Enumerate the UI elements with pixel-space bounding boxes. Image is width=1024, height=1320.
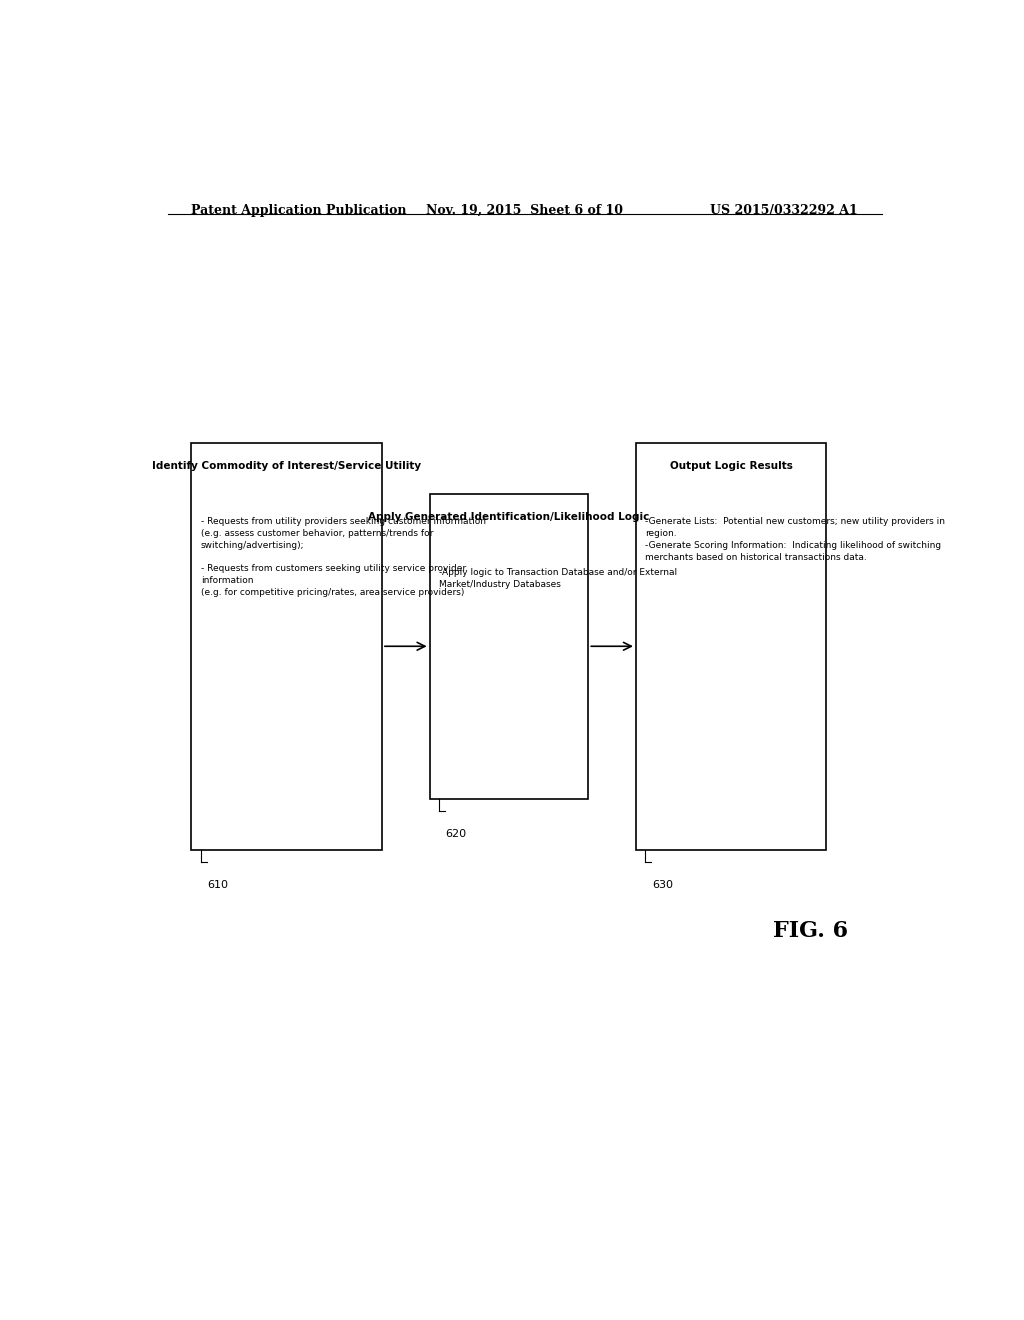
Text: Output Logic Results: Output Logic Results: [670, 461, 793, 471]
Text: -Apply logic to Transaction Database and/or External
Market/Industry Databases: -Apply logic to Transaction Database and…: [439, 568, 677, 589]
Text: - Requests from utility providers seeking customer information
(e.g. assess cust: - Requests from utility providers seekin…: [201, 517, 486, 597]
Bar: [636, 444, 826, 850]
Text: Nov. 19, 2015  Sheet 6 of 10: Nov. 19, 2015 Sheet 6 of 10: [426, 205, 624, 216]
Text: US 2015/0332292 A1: US 2015/0332292 A1: [711, 205, 858, 216]
Bar: [191, 444, 382, 850]
Text: Patent Application Publication: Patent Application Publication: [191, 205, 407, 216]
Text: Identify Commodity of Interest/Service Utility: Identify Commodity of Interest/Service U…: [153, 461, 421, 471]
Text: Apply Generated Identification/Likelihood Logic: Apply Generated Identification/Likelihoo…: [369, 512, 649, 523]
Text: -Generate Lists:  Potential new customers; new utility providers in
region.
-Gen: -Generate Lists: Potential new customers…: [645, 517, 945, 561]
Bar: [430, 494, 589, 799]
Text: FIG. 6: FIG. 6: [773, 920, 848, 942]
Text: 620: 620: [445, 829, 467, 840]
Text: 630: 630: [652, 880, 673, 890]
Text: 610: 610: [207, 880, 228, 890]
